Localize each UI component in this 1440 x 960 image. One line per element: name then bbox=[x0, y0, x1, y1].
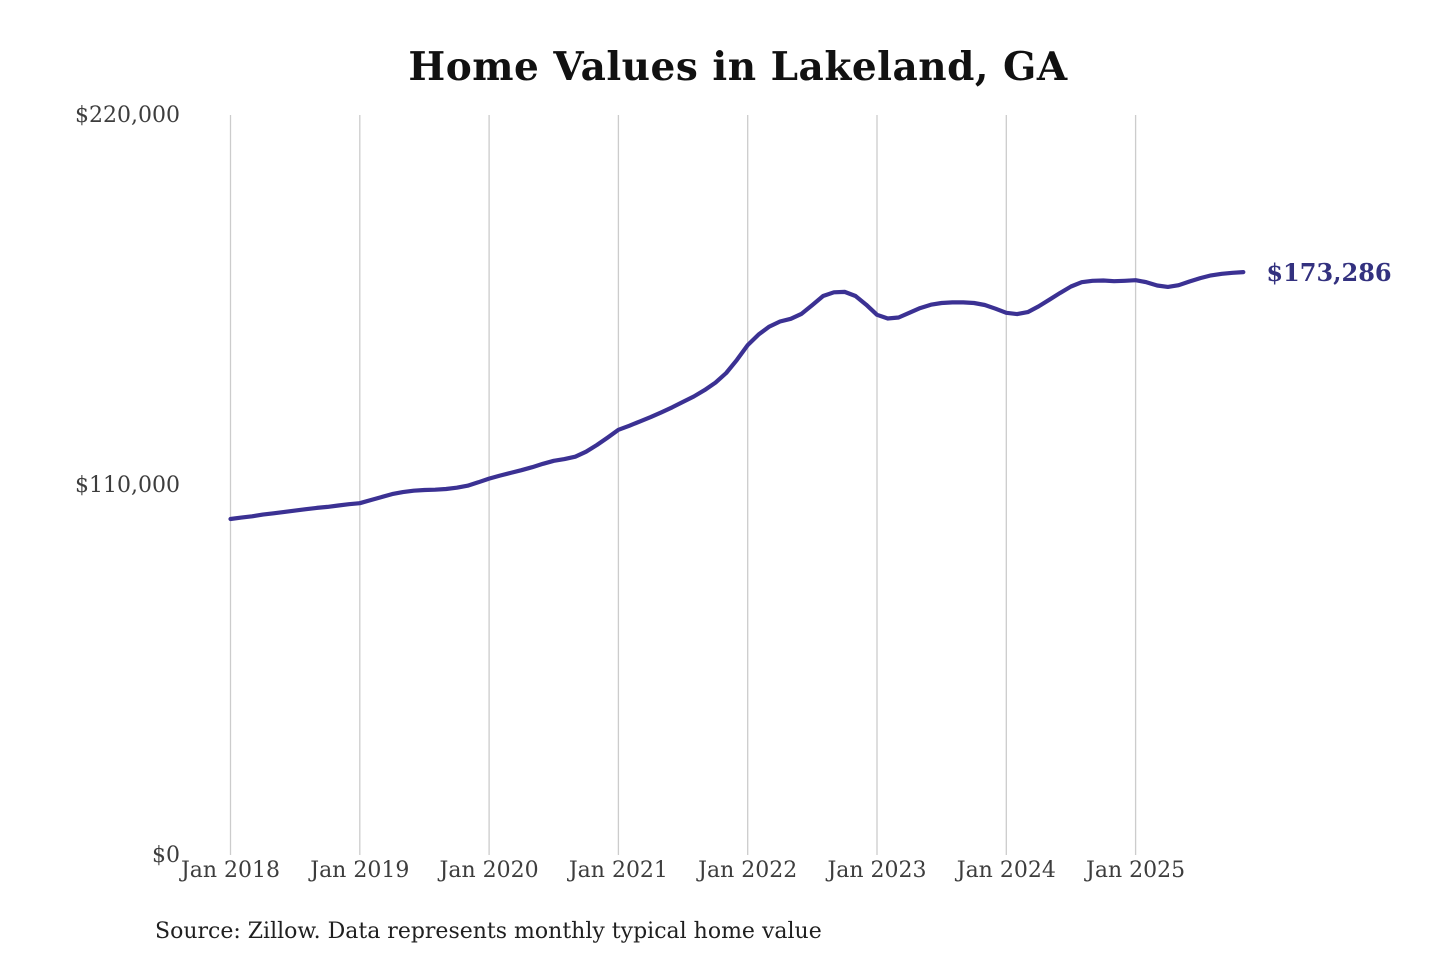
x-tick-label: Jan 2022 bbox=[698, 858, 798, 883]
year-gridlines bbox=[229, 115, 1137, 855]
x-tick-label: Jan 2020 bbox=[439, 858, 539, 883]
x-tick-label: Jan 2018 bbox=[180, 858, 281, 883]
y-tick-label: $220,000 bbox=[75, 103, 180, 128]
x-tick-label: Jan 2025 bbox=[1086, 858, 1186, 883]
latest-value-label: $173,286 bbox=[1266, 258, 1392, 288]
y-tick-label: $0 bbox=[152, 843, 180, 868]
home-value-series-line bbox=[228, 270, 1246, 522]
x-tick-label: Jan 2024 bbox=[956, 858, 1056, 883]
chart-title: Home Values in Lakeland, GA bbox=[408, 44, 1068, 90]
x-tick-label: Jan 2019 bbox=[310, 858, 410, 883]
x-tick-label: Jan 2021 bbox=[568, 858, 668, 883]
source-note: Source: Zillow. Data represents monthly … bbox=[155, 919, 822, 944]
x-tick-label: Jan 2023 bbox=[827, 858, 927, 883]
y-tick-label: $110,000 bbox=[75, 473, 180, 498]
